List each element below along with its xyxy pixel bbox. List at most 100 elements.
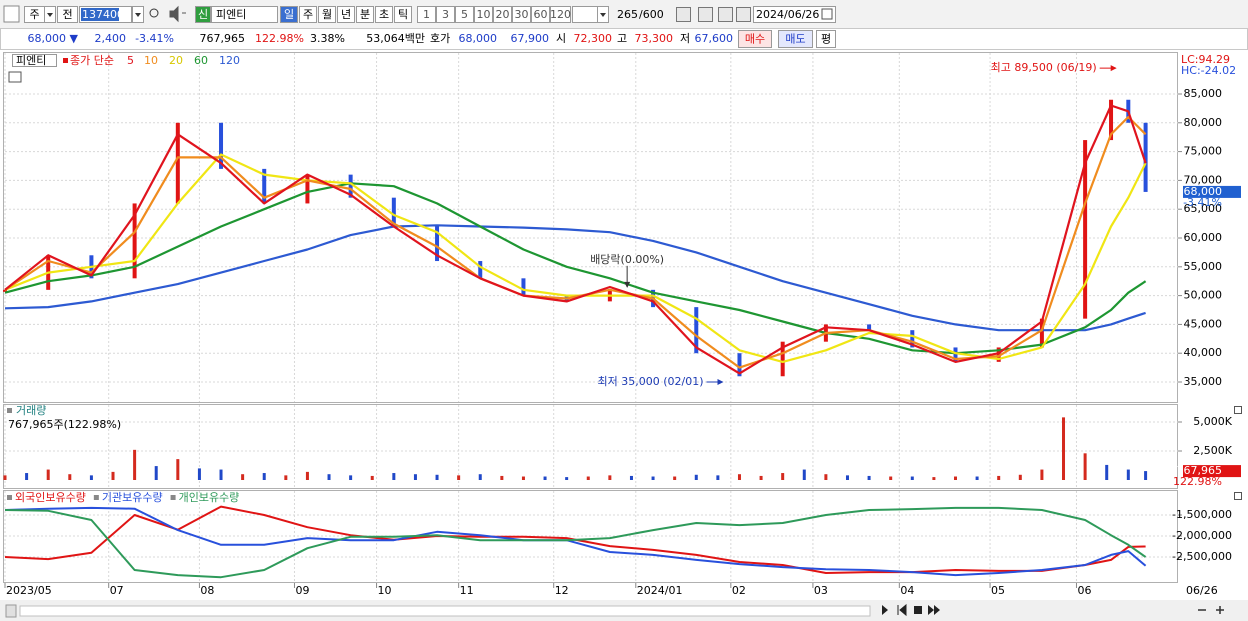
volume-bar xyxy=(1083,453,1087,480)
window-icon[interactable] xyxy=(3,5,20,23)
y-tick-label: -1,500,000 xyxy=(1172,508,1232,521)
button[interactable] xyxy=(195,6,211,23)
panel-close[interactable] xyxy=(1234,492,1242,500)
volume-bar xyxy=(284,475,288,480)
candle xyxy=(1083,140,1088,319)
volume-bar xyxy=(435,474,439,480)
x-tick-label: 12 xyxy=(555,584,569,597)
zoom-icons[interactable] xyxy=(1198,606,1224,614)
volume-bar xyxy=(327,474,331,480)
button[interactable] xyxy=(375,6,393,23)
volume-bar xyxy=(781,473,785,480)
volume-bar xyxy=(802,469,806,480)
current-value: 767,965 xyxy=(1177,464,1223,477)
volume-bar xyxy=(737,474,741,480)
button[interactable] xyxy=(280,6,298,23)
button[interactable] xyxy=(436,6,455,23)
volume-bar xyxy=(392,473,396,480)
legend-entry: 외국인보유수량 xyxy=(15,491,86,504)
button[interactable] xyxy=(318,6,336,23)
candle xyxy=(996,347,1001,362)
button[interactable] xyxy=(57,6,78,23)
annotation: 배당락(0.00%) xyxy=(590,253,664,266)
y-tick-label: 70,000 xyxy=(1184,173,1223,186)
candle xyxy=(262,168,267,204)
button[interactable] xyxy=(512,6,531,23)
button[interactable] xyxy=(417,6,436,23)
panel-close[interactable] xyxy=(1234,406,1242,414)
button-label: 평 xyxy=(821,33,831,46)
button[interactable] xyxy=(356,6,374,23)
dropdown-arrow xyxy=(600,13,606,17)
button[interactable] xyxy=(337,6,355,23)
volume-bar xyxy=(133,449,137,480)
scroll-controls[interactable] xyxy=(882,603,940,617)
high: 73,300 xyxy=(635,32,674,45)
speaker-icon[interactable] xyxy=(169,5,186,23)
change-pct: -3.41% xyxy=(135,32,174,45)
calendar-icon[interactable] xyxy=(821,8,833,20)
button-label: 초 xyxy=(379,8,389,21)
x-tick-label: 03 xyxy=(814,584,828,597)
candle xyxy=(521,278,526,296)
x-tick-label: 02 xyxy=(732,584,746,597)
button[interactable] xyxy=(738,30,772,48)
forward-icon[interactable] xyxy=(928,605,940,615)
button[interactable] xyxy=(299,6,317,23)
volume-bar xyxy=(154,466,158,480)
ask: 68,000 xyxy=(459,32,498,45)
high-label: 고 xyxy=(617,32,627,45)
candle xyxy=(478,261,483,279)
volume-bar xyxy=(1144,471,1148,480)
scroll-track[interactable] xyxy=(19,605,871,617)
y-tick-label: -2,500,000 xyxy=(1172,550,1232,563)
search-icon[interactable] xyxy=(149,8,159,18)
button[interactable] xyxy=(394,6,412,23)
legend-marker xyxy=(7,408,12,413)
stop-icon[interactable] xyxy=(914,606,922,614)
button[interactable] xyxy=(816,30,836,48)
volume-bar xyxy=(89,475,93,480)
tool-icon[interactable] xyxy=(698,7,713,22)
y-tick-label: 5,000K xyxy=(1193,415,1232,428)
series-line xyxy=(4,505,1146,574)
tool-icon[interactable] xyxy=(736,7,751,22)
volume-bar xyxy=(305,471,309,480)
volume-bar xyxy=(68,474,72,480)
series-line xyxy=(4,153,1147,363)
y-tick-label: 45,000 xyxy=(1184,317,1223,330)
volume-bar xyxy=(910,476,914,480)
legend-entry: 20 xyxy=(169,54,183,67)
x-tick-label: 2023/05 xyxy=(6,584,52,597)
volume-bar xyxy=(543,476,547,480)
date-box[interactable] xyxy=(753,6,836,23)
grid-icon[interactable] xyxy=(8,71,22,83)
button-label: 매수 xyxy=(745,33,765,46)
rewind-icon[interactable] xyxy=(897,603,907,617)
button[interactable] xyxy=(455,6,474,23)
tool-icon[interactable] xyxy=(718,7,733,22)
button-label: 년 xyxy=(341,8,351,21)
button-label: 주 xyxy=(303,8,313,21)
button[interactable] xyxy=(550,6,571,23)
candle xyxy=(910,330,915,348)
play-icon[interactable] xyxy=(882,605,888,615)
button-label: 전 xyxy=(62,8,72,21)
series-line xyxy=(4,115,1147,369)
button[interactable] xyxy=(531,6,550,23)
button[interactable] xyxy=(778,30,813,48)
button-label: 120 xyxy=(550,8,571,21)
button-label: 월 xyxy=(322,8,332,21)
candle xyxy=(305,174,310,204)
button[interactable] xyxy=(493,6,512,23)
scroll-left[interactable] xyxy=(5,604,17,618)
legend-marker xyxy=(170,495,176,500)
volume-bar xyxy=(241,474,245,480)
tool-icon[interactable] xyxy=(676,7,691,22)
volume-bar xyxy=(25,473,29,480)
button[interactable] xyxy=(474,6,493,23)
current-value: 68,000 xyxy=(1184,185,1223,198)
max-count: /600 xyxy=(639,8,664,21)
volume-bar xyxy=(867,475,871,480)
volume-bar xyxy=(953,476,957,480)
